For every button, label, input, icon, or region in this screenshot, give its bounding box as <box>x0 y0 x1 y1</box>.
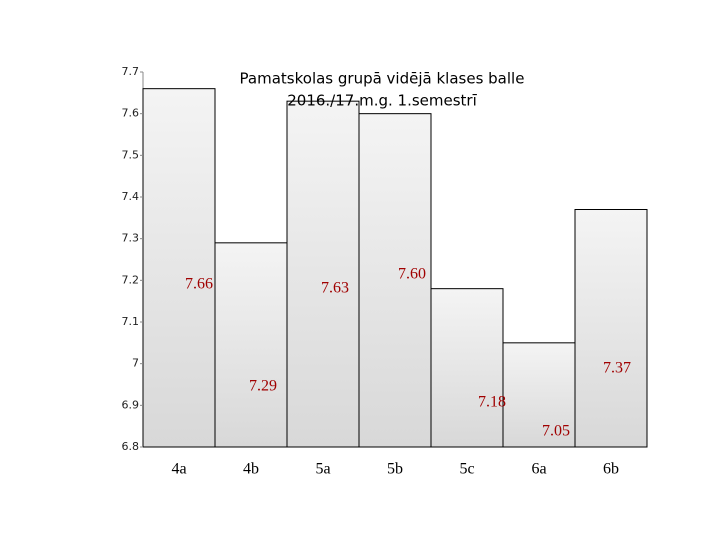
x-tick-label: 4b <box>243 461 259 478</box>
y-tick-label: 7.7 <box>122 65 140 78</box>
bar <box>286 100 360 448</box>
y-tick-label: 7.4 <box>122 190 140 203</box>
chart-title: Pamatskolas grupā vidējā klases balle <box>240 70 525 88</box>
y-tick-label: 7.6 <box>122 107 140 120</box>
y-tick-label: 7.1 <box>122 315 140 328</box>
x-tick-label: 4a <box>171 461 186 478</box>
bar <box>358 113 432 448</box>
x-tick-label: 6b <box>603 461 619 478</box>
value-label: 7.37 <box>603 360 631 377</box>
value-label: 7.18 <box>478 394 506 411</box>
value-label: 7.29 <box>249 378 277 395</box>
bar <box>430 288 504 448</box>
value-label: 7.60 <box>398 266 426 283</box>
value-label: 7.66 <box>185 276 213 293</box>
y-tick-label: 7.3 <box>122 232 140 245</box>
chart-title: 2016./17.m.g. 1.semestrī <box>287 92 477 110</box>
bar <box>142 88 216 448</box>
bar <box>502 342 576 448</box>
y-tick-label: 6.9 <box>122 398 140 411</box>
value-label: 7.05 <box>542 423 570 440</box>
y-tick-label: 7.5 <box>122 148 140 161</box>
x-tick-label: 5a <box>315 461 330 478</box>
x-tick-label: 5b <box>387 461 403 478</box>
plot <box>142 88 648 448</box>
y-tick-label: 6.8 <box>122 440 140 453</box>
bar <box>574 209 648 448</box>
bar <box>214 242 288 448</box>
value-label: 7.63 <box>321 280 349 297</box>
y-tick-label: 7 <box>132 357 139 370</box>
x-tick-label: 5c <box>459 461 474 478</box>
y-tick-label: 7.2 <box>122 273 140 286</box>
x-tick-label: 6a <box>531 461 546 478</box>
